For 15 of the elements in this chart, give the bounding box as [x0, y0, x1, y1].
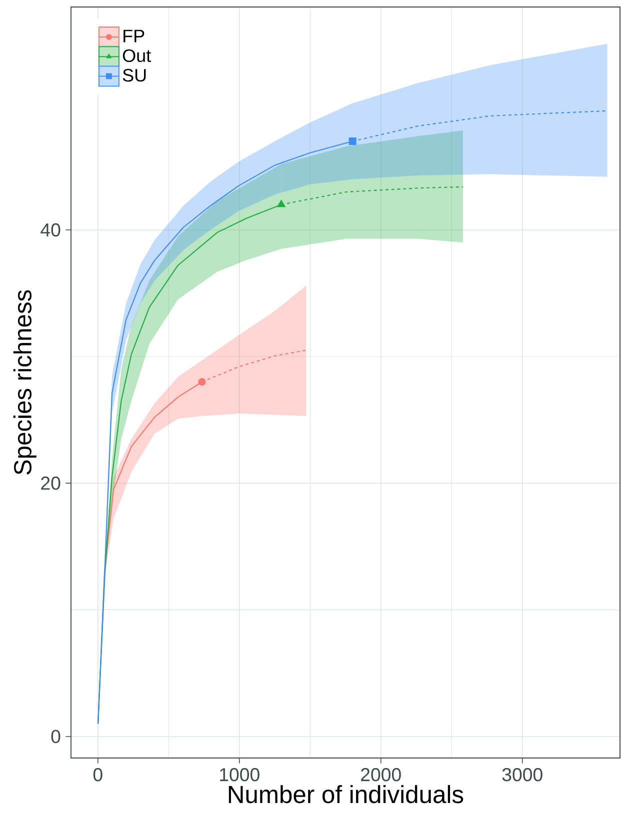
y-tick-label: 20: [41, 476, 60, 490]
point: [348, 138, 356, 145]
legend-label: Out: [122, 49, 151, 62]
legend-label: FP: [124, 30, 144, 42]
point: [277, 200, 286, 208]
x-tick-label: 3000: [502, 768, 542, 782]
y-tick-label: 40: [40, 223, 60, 237]
x-tick-label: 1000: [220, 768, 260, 782]
legend-label: SU: [122, 68, 146, 82]
x-tick-label: 2000: [361, 768, 401, 782]
y-tick-label: 0: [51, 730, 60, 744]
y-axis-title: Species richness: [13, 290, 36, 475]
x-axis-title: Number of individuals: [228, 785, 464, 804]
x-tick-label: 0: [93, 768, 102, 782]
point: [198, 378, 206, 386]
